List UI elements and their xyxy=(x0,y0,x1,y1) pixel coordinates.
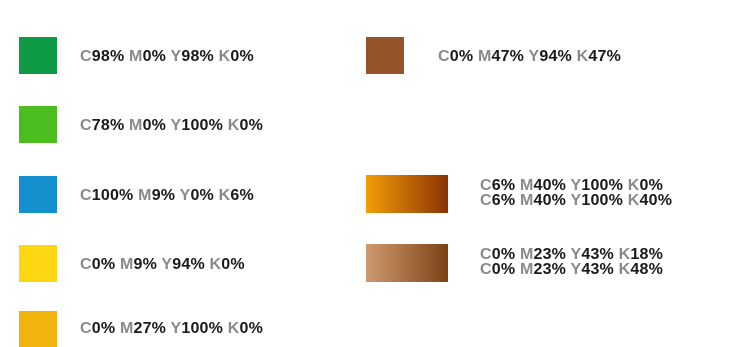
swatch-blue xyxy=(19,176,57,213)
label-orange-gradient: C6% M40% Y100% K0% C6% M40% Y100% K40% xyxy=(480,177,673,209)
swatch-orange-gradient xyxy=(366,175,448,213)
label-tan-gradient: C0% M23% Y43% K18% C0% M23% Y43% K48% xyxy=(480,246,664,278)
swatch-yellow xyxy=(19,245,57,282)
swatch-green-dark xyxy=(19,37,57,74)
swatch-orange-yellow xyxy=(19,311,57,347)
label-brown: C0% M47% Y94% K47% xyxy=(438,48,622,65)
label-green-light: C78% M0% Y100% K0% xyxy=(80,117,264,134)
label-orange-yellow: C0% M27% Y100% K0% xyxy=(80,320,264,337)
label-green-dark: C98% M0% Y98% K0% xyxy=(80,48,254,65)
label-yellow: C0% M9% Y94% K0% xyxy=(80,256,245,273)
swatch-tan-gradient xyxy=(366,244,448,282)
swatch-green-light xyxy=(19,106,57,143)
label-blue: C100% M9% Y0% K6% xyxy=(80,187,254,204)
swatch-brown xyxy=(366,37,404,74)
